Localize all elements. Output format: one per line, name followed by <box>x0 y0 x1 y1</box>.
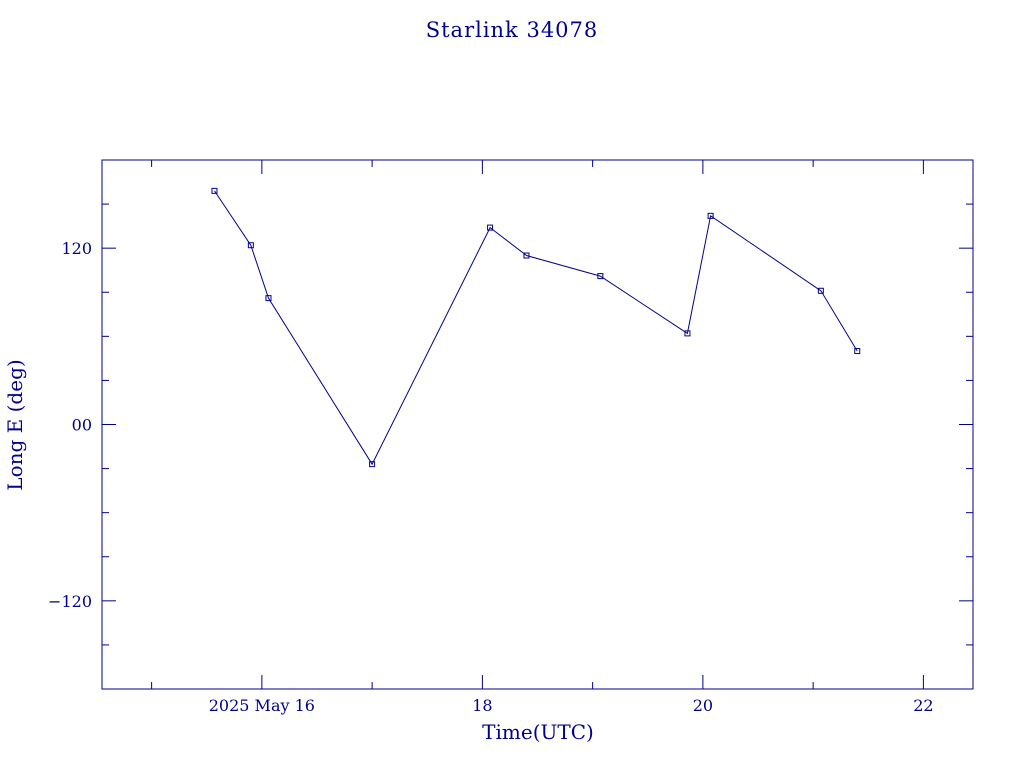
data-point <box>487 224 494 231</box>
y-tick-label: 120 <box>61 239 92 258</box>
y-tick-label: −120 <box>48 592 92 611</box>
data-point <box>265 295 272 302</box>
x-axis-label: Time(UTC) <box>482 720 594 744</box>
data-point <box>211 187 218 194</box>
x-tick-label: 20 <box>693 696 713 715</box>
data-point <box>854 348 861 355</box>
axis-ticks <box>102 160 973 689</box>
data-point <box>707 212 714 219</box>
data-point <box>817 287 824 294</box>
chart-title: Starlink 34078 <box>426 18 599 42</box>
y-axis-label: Long E (deg) <box>3 359 27 490</box>
x-tick-label: 18 <box>472 696 492 715</box>
data-point <box>597 273 604 280</box>
tick-labels: 2025 May 16 18 20 22 −120 00 120 <box>48 239 934 715</box>
y-tick-label: 00 <box>72 416 92 435</box>
x-tick-label: 2025 May 16 <box>209 696 315 715</box>
series-line <box>214 190 858 466</box>
data-point <box>523 252 530 259</box>
data-series <box>211 187 861 468</box>
data-point <box>369 461 376 468</box>
data-point <box>684 330 691 337</box>
plot-frame <box>101 159 974 690</box>
x-tick-label: 22 <box>913 696 933 715</box>
data-point <box>247 242 254 249</box>
